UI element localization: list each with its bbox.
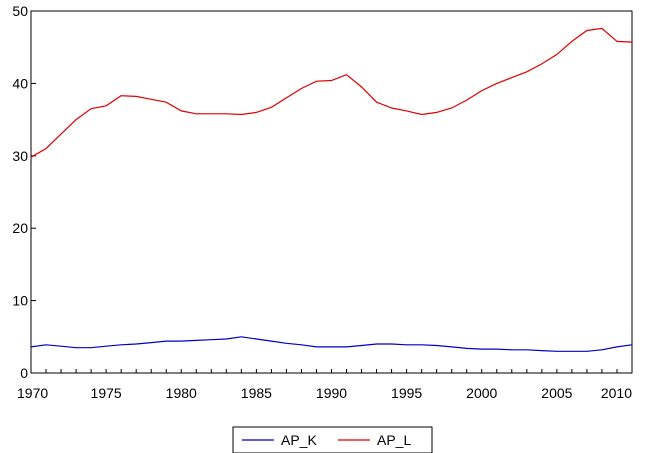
x-tick-label: 1980 [166,385,197,401]
legend: AP_K AP_L [232,426,433,453]
x-axis: 1970 1975 1980 1985 1990 1995 2000 2005 2010 [17,369,633,401]
x-tick-label: 2005 [541,385,572,401]
x-tick-label: 1990 [316,385,347,401]
y-tick-label: 40 [12,75,28,91]
y-axis: 0 10 20 30 40 50 [12,3,36,381]
series-lines [30,27,633,352]
legend-label-ap-k: AP_K [281,432,317,448]
y-tick-label: 0 [20,365,28,381]
plot-area [30,10,633,374]
x-tick-label: 2000 [466,385,497,401]
series-line-ap-l [30,27,633,158]
x-tick-label: 1975 [91,385,122,401]
y-tick-label: 10 [12,293,28,309]
x-tick-label: 1970 [17,385,48,401]
y-tick-label: 20 [12,220,28,236]
x-tick-label: 2010 [601,385,632,401]
legend-label-ap-l: AP_L [377,432,411,448]
y-tick-label: 50 [12,3,28,19]
x-tick-label: 1985 [241,385,272,401]
x-tick-label: 1995 [391,385,422,401]
y-tick-label: 30 [12,148,28,164]
series-line-ap-k [30,336,633,352]
